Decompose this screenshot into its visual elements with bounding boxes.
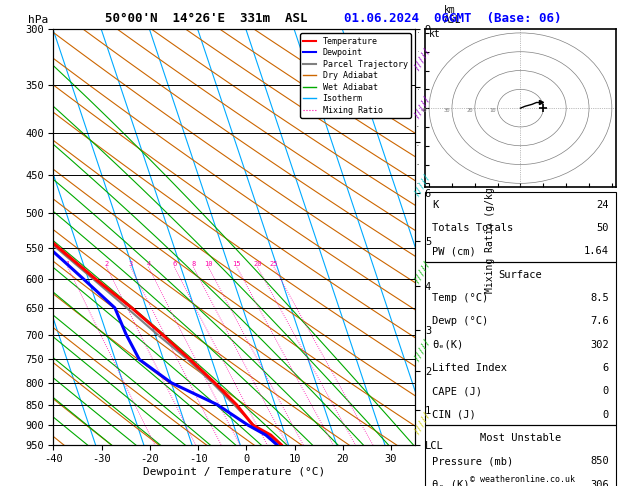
Text: PW (cm): PW (cm)	[432, 246, 476, 257]
Text: 01.06.2024  06GMT  (Base: 06): 01.06.2024 06GMT (Base: 06)	[344, 12, 562, 25]
Text: 6: 6	[603, 363, 609, 373]
Text: /////: /////	[412, 94, 432, 120]
Text: kt: kt	[429, 29, 441, 39]
Text: 3: 3	[128, 261, 133, 267]
Text: 306: 306	[590, 480, 609, 486]
Text: 6: 6	[172, 261, 176, 267]
Text: 850: 850	[590, 456, 609, 467]
Text: K: K	[432, 200, 438, 210]
Text: 0: 0	[603, 386, 609, 397]
Text: 15: 15	[233, 261, 241, 267]
Text: 7.6: 7.6	[590, 316, 609, 327]
Text: 50: 50	[596, 223, 609, 233]
Text: Surface: Surface	[499, 270, 542, 280]
Text: /////: /////	[412, 259, 432, 285]
Text: © weatheronline.co.uk: © weatheronline.co.uk	[470, 474, 574, 484]
Text: /////: /////	[412, 45, 432, 71]
Legend: Temperature, Dewpoint, Parcel Trajectory, Dry Adiabat, Wet Adiabat, Isotherm, Mi: Temperature, Dewpoint, Parcel Trajectory…	[300, 34, 411, 118]
Y-axis label: Mixing Ratio (g/kg): Mixing Ratio (g/kg)	[486, 181, 495, 293]
Text: CAPE (J): CAPE (J)	[432, 386, 482, 397]
Text: 10: 10	[489, 108, 496, 113]
Text: 20: 20	[466, 108, 472, 113]
Text: Dewp (°C): Dewp (°C)	[432, 316, 489, 327]
Text: 40: 40	[420, 108, 427, 113]
Text: 302: 302	[590, 340, 609, 350]
Text: θₑ (K): θₑ (K)	[432, 480, 470, 486]
Text: 30: 30	[443, 108, 450, 113]
Text: 20: 20	[253, 261, 262, 267]
Text: /////: /////	[412, 337, 432, 363]
Text: 1: 1	[65, 261, 70, 267]
Text: Totals Totals: Totals Totals	[432, 223, 513, 233]
Text: hPa: hPa	[28, 15, 48, 25]
Text: Most Unstable: Most Unstable	[480, 433, 561, 443]
Text: 50°00'N  14°26'E  331m  ASL: 50°00'N 14°26'E 331m ASL	[105, 12, 307, 25]
Text: 1.64: 1.64	[584, 246, 609, 257]
Text: 24: 24	[596, 200, 609, 210]
Text: 10: 10	[204, 261, 213, 267]
Text: km
ASL: km ASL	[444, 5, 462, 25]
Text: 25: 25	[270, 261, 278, 267]
Text: 8.5: 8.5	[590, 293, 609, 303]
Text: 2: 2	[104, 261, 109, 267]
Text: θₑ(K): θₑ(K)	[432, 340, 464, 350]
Text: Temp (°C): Temp (°C)	[432, 293, 489, 303]
Text: 4: 4	[146, 261, 150, 267]
Text: /////: /////	[412, 172, 432, 198]
Text: /////: /////	[412, 410, 432, 436]
Text: 8: 8	[191, 261, 196, 267]
Text: 0: 0	[603, 410, 609, 420]
Text: Pressure (mb): Pressure (mb)	[432, 456, 513, 467]
X-axis label: Dewpoint / Temperature (°C): Dewpoint / Temperature (°C)	[143, 467, 325, 477]
Text: CIN (J): CIN (J)	[432, 410, 476, 420]
Text: Lifted Index: Lifted Index	[432, 363, 507, 373]
